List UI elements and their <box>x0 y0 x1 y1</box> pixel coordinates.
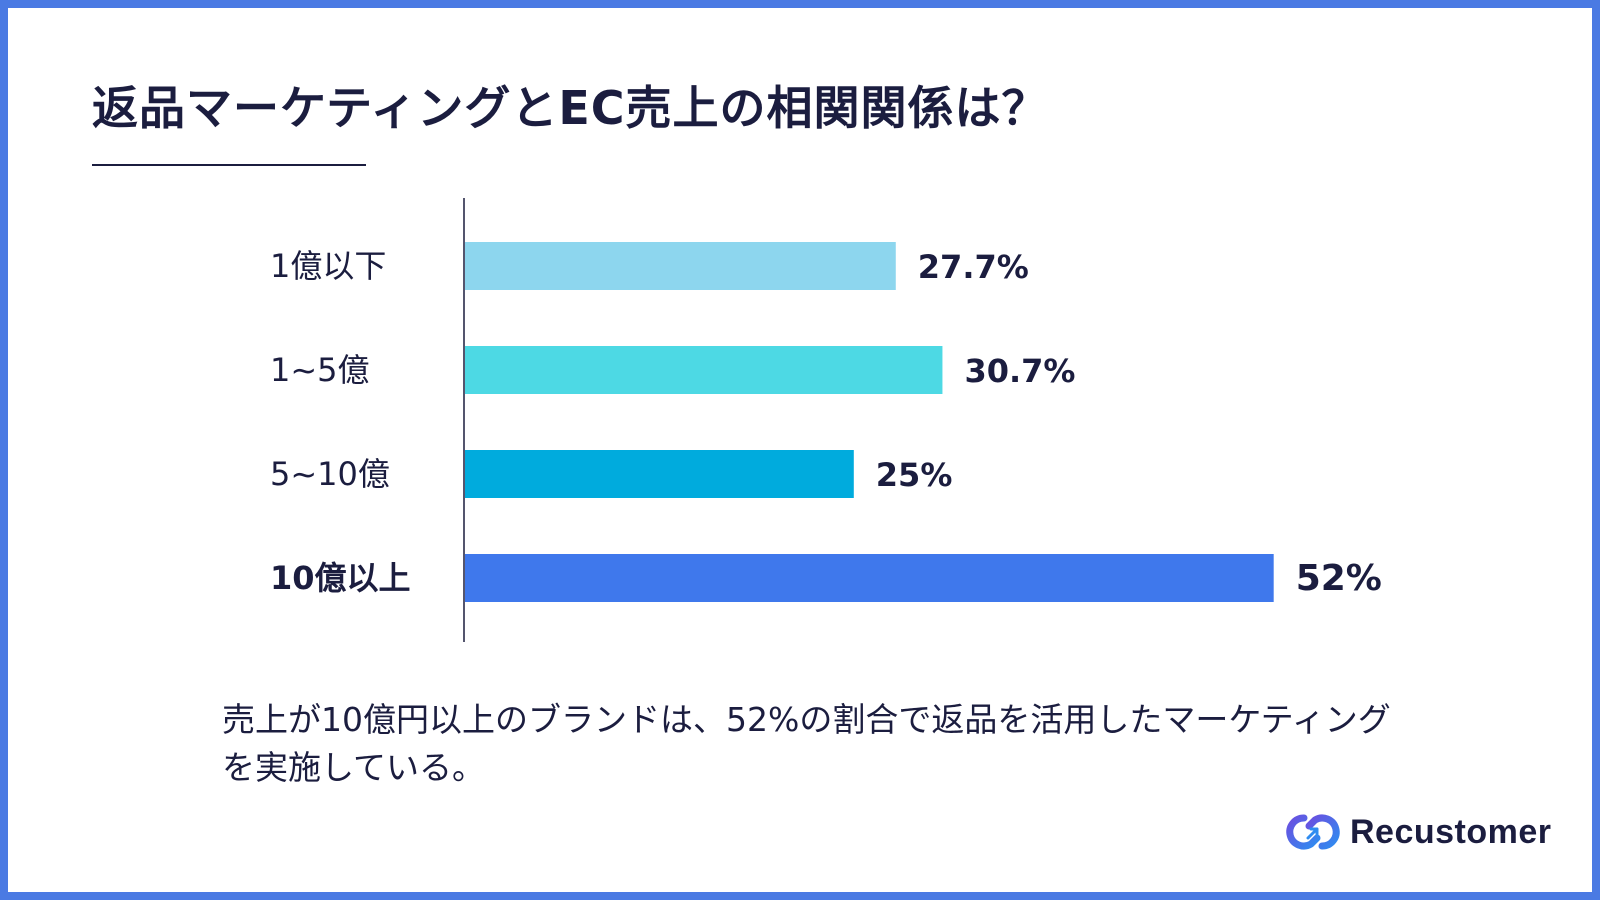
recustomer-logo-icon <box>1286 814 1340 850</box>
brand-logo: Recustomer <box>1284 812 1552 852</box>
value-label: 52% <box>1296 558 1382 599</box>
category-label: 1~5億 <box>270 351 370 389</box>
title-underline <box>92 164 366 166</box>
bar <box>465 554 1274 602</box>
bar <box>465 242 896 290</box>
brand-name: Recustomer <box>1350 812 1552 851</box>
chart-caption: 売上が10億円以上のブランドは、52%の割合で返品を活用したマーケティングを実施… <box>222 700 1391 787</box>
page-title: 返品マーケティングとEC売上の相関関係は？ <box>92 81 1049 135</box>
bar <box>465 346 943 394</box>
category-label: 10億以上 <box>270 559 411 597</box>
value-label: 27.7% <box>918 248 1029 286</box>
value-label: 25% <box>876 456 953 494</box>
value-label: 30.7% <box>964 352 1075 390</box>
category-label: 1億以下 <box>270 247 386 285</box>
category-label: 5~10億 <box>270 455 390 493</box>
bar <box>465 450 854 498</box>
